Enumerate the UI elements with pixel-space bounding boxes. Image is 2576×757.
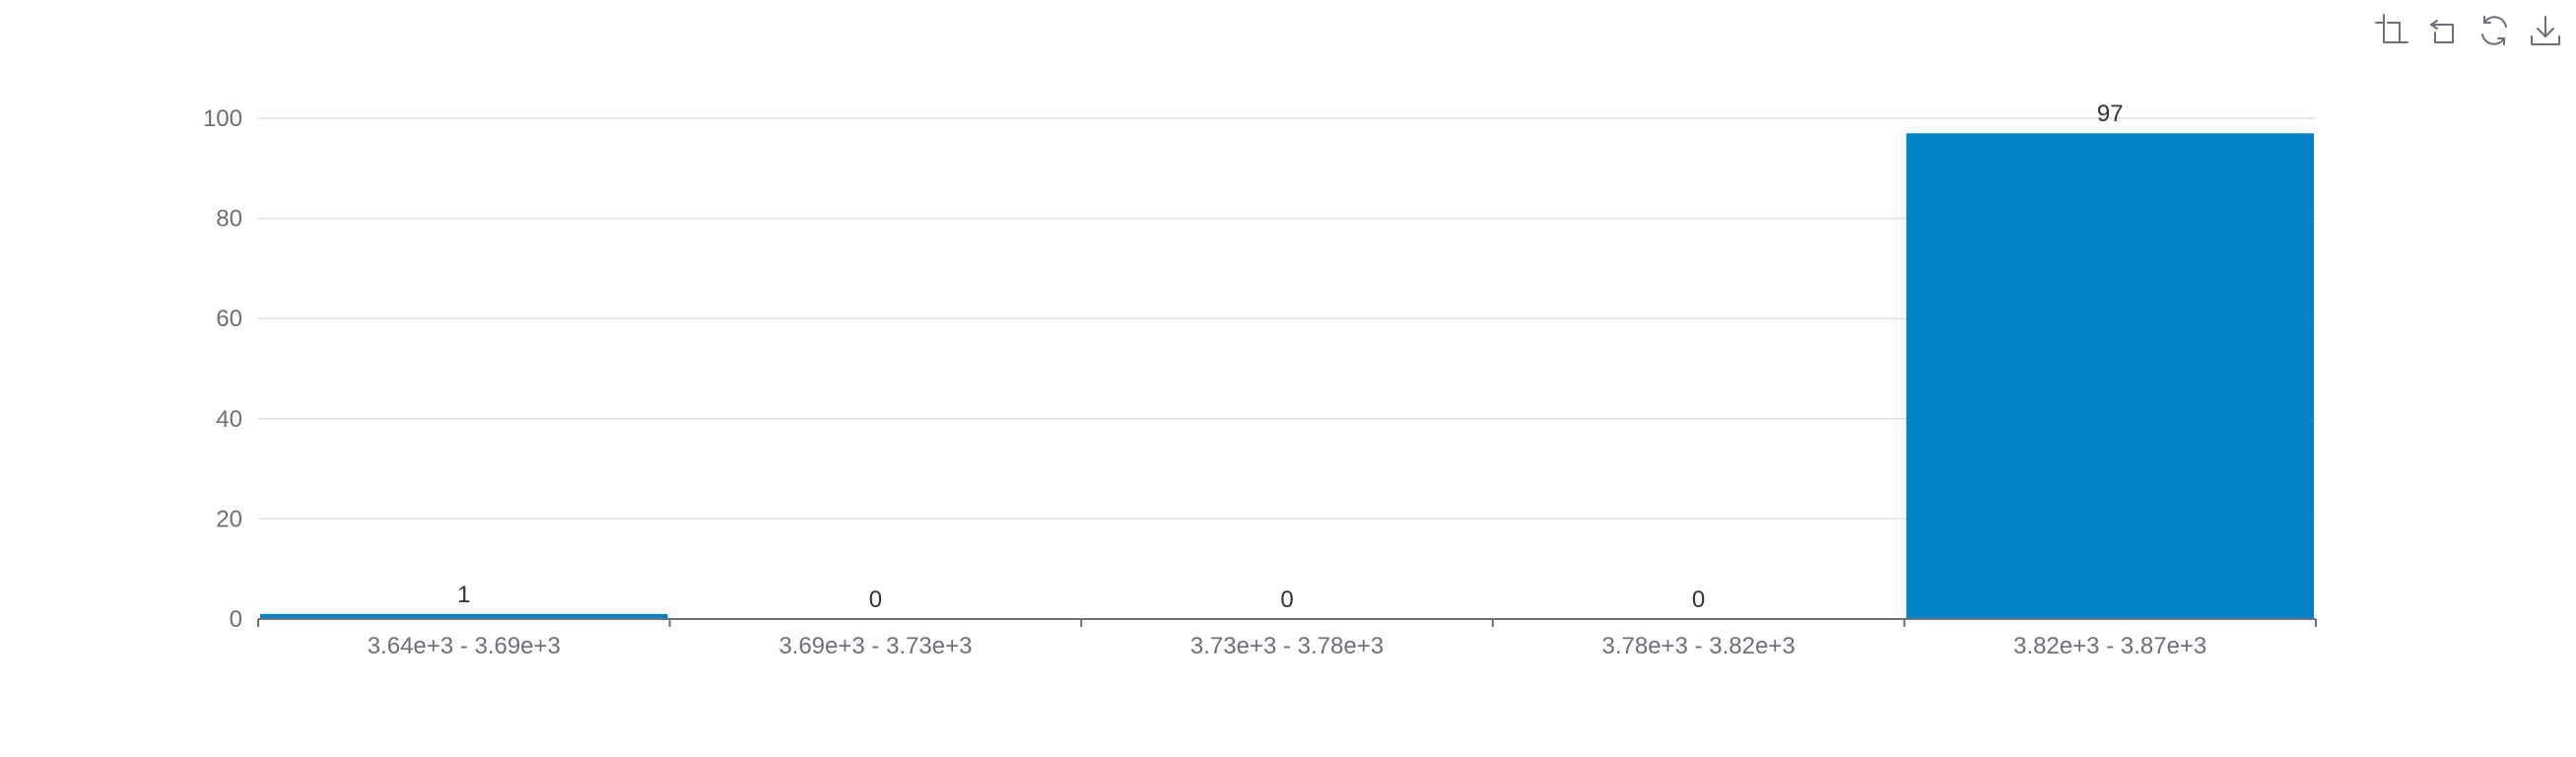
data-label: 0 [869, 586, 882, 613]
bar[interactable] [1906, 133, 2314, 620]
y-tick-label: 60 [216, 306, 242, 332]
crop-zoom-button[interactable] [2371, 10, 2412, 51]
data-label: 1 [457, 582, 470, 608]
zoom-reset-button[interactable] [2422, 10, 2464, 51]
y-axis-tick-labels: 0 20 40 60 80 100 [203, 105, 242, 633]
data-labels: 1 0 0 0 97 [457, 101, 2123, 613]
crop-icon [2375, 14, 2408, 43]
restore-button[interactable] [2474, 10, 2515, 51]
data-label: 97 [2097, 101, 2124, 127]
y-tick-label: 80 [216, 206, 242, 233]
save-image-button[interactable] [2525, 10, 2566, 51]
bar[interactable] [260, 613, 668, 619]
refresh-icon [2481, 16, 2507, 45]
download-icon [2531, 16, 2560, 45]
chart-toolbar [2371, 10, 2566, 51]
y-tick-label: 20 [216, 506, 242, 532]
y-tick-label: 100 [203, 105, 242, 132]
y-tick-label: 0 [230, 606, 242, 633]
bars [260, 133, 2314, 620]
y-tick-label: 40 [216, 406, 242, 433]
x-tick-label: 3.82e+3 - 3.87e+3 [2013, 633, 2206, 659]
x-tick-label: 3.78e+3 - 3.82e+3 [1602, 633, 1796, 659]
data-label: 0 [1280, 586, 1293, 613]
x-axis [257, 618, 2317, 627]
data-label: 0 [1692, 586, 1705, 613]
x-axis-tick-labels: 3.64e+3 - 3.69e+3 3.69e+3 - 3.73e+3 3.73e+… [368, 633, 2207, 659]
x-tick-label: 3.69e+3 - 3.73e+3 [779, 633, 972, 659]
x-tick-label: 3.73e+3 - 3.78e+3 [1190, 633, 1384, 659]
undo-icon [2430, 20, 2454, 43]
x-tick-label: 3.64e+3 - 3.69e+3 [368, 633, 561, 659]
